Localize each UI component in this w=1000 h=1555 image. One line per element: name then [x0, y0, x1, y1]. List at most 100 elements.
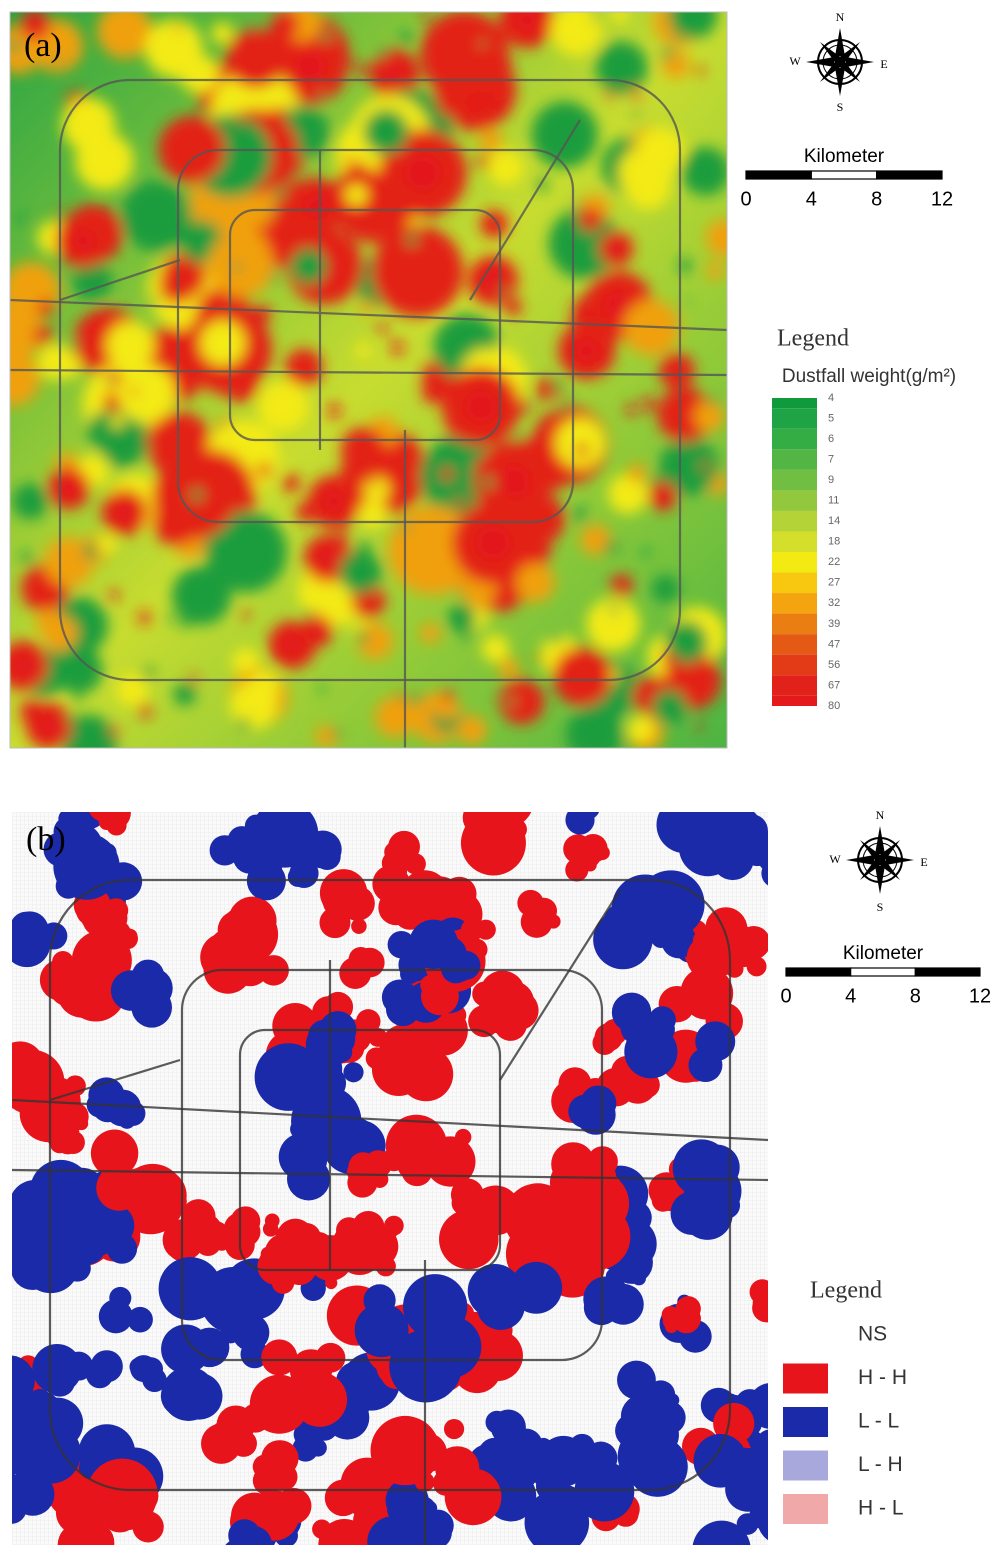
map-dot	[17, 213, 29, 224]
cluster-patch	[615, 1413, 650, 1448]
map-dot	[483, 339, 495, 351]
map-dot	[332, 728, 343, 739]
lisa-cluster-map	[12, 812, 768, 1545]
map-patch	[626, 715, 654, 742]
map-patch	[580, 524, 611, 556]
map-dot	[194, 613, 202, 621]
scale-segment	[850, 967, 916, 977]
map-patch	[434, 695, 459, 720]
map-dot	[678, 258, 693, 273]
legend-label: 9	[828, 474, 834, 486]
map-dot	[518, 486, 529, 496]
cluster-patch	[12, 1474, 30, 1497]
map-patch	[72, 229, 95, 252]
map-patch	[356, 622, 394, 660]
cluster-patch	[686, 934, 733, 981]
cluster-patch	[127, 1306, 153, 1333]
legend-swatch	[772, 613, 817, 635]
map-patch	[656, 490, 669, 502]
compass-e: E	[880, 57, 887, 71]
map-patch	[668, 12, 718, 40]
cluster-patch	[472, 981, 498, 1007]
map-dot	[441, 268, 448, 275]
map-patch	[173, 682, 197, 706]
legend-label: 32	[828, 597, 840, 609]
map-dot	[454, 497, 464, 507]
map-dot	[633, 94, 641, 102]
map-patch	[480, 210, 508, 239]
map-dot	[317, 623, 330, 637]
cluster-patch	[158, 1257, 222, 1321]
legend-swatch	[772, 634, 817, 655]
map-dot	[674, 32, 681, 40]
legend-label: 14	[828, 515, 840, 527]
legend-label: 5	[828, 412, 834, 424]
map-dot	[317, 684, 326, 693]
map-patch	[375, 696, 417, 738]
cluster-patch	[592, 1030, 617, 1055]
scale-segment	[745, 170, 812, 180]
map-dot	[139, 444, 151, 456]
map-dot	[626, 404, 637, 416]
map-patch	[664, 620, 708, 664]
cluster-patch	[404, 877, 433, 906]
map-patch	[290, 248, 327, 285]
map-dot	[108, 371, 122, 386]
map-patch	[405, 155, 441, 191]
cluster-patch	[753, 1286, 768, 1304]
map-dot	[109, 726, 120, 737]
map-dot	[499, 287, 508, 296]
map-patch	[270, 12, 300, 39]
map-dot	[572, 507, 587, 522]
map-patch	[315, 725, 338, 748]
map-patch	[97, 12, 153, 59]
map-dot	[10, 39, 21, 53]
map-dot	[440, 467, 454, 481]
map-patch	[658, 352, 695, 389]
cluster-patch	[685, 813, 722, 850]
legend-label: H - L	[858, 1497, 904, 1520]
map-patch	[497, 596, 507, 606]
cluster-patch	[252, 1466, 282, 1496]
map-dot	[700, 462, 709, 470]
cluster-patch	[152, 1191, 183, 1222]
legend-label: 4	[828, 392, 834, 404]
legend-label: L - L	[858, 1410, 899, 1433]
map-dot	[138, 704, 152, 718]
legend-subtitle: Dustfall weight(g/m²)	[782, 366, 956, 387]
map-patch	[301, 508, 310, 517]
map-dot	[377, 47, 388, 59]
cluster-patch	[319, 907, 351, 939]
map-patch	[604, 292, 633, 320]
scale-segment	[785, 967, 852, 977]
cluster-patch	[75, 1117, 89, 1131]
map-patch	[541, 384, 551, 394]
map-dot	[256, 225, 267, 236]
map-patch	[428, 387, 438, 397]
scale-tick-label: 4	[845, 985, 856, 1007]
cluster-patch	[757, 1499, 768, 1541]
cluster-patch	[467, 1263, 523, 1319]
map-patch	[226, 28, 286, 89]
cluster-patch	[401, 1154, 433, 1187]
map-dot	[422, 13, 431, 22]
cluster-patch	[32, 1343, 82, 1394]
cluster-patch	[365, 1154, 384, 1174]
cluster-patch	[378, 890, 414, 926]
map-patch	[516, 563, 555, 602]
map-patch	[161, 252, 207, 299]
map-patch	[117, 364, 176, 423]
cluster-patch	[419, 1315, 482, 1378]
cluster-patch	[694, 1144, 740, 1191]
legend-swatch	[772, 531, 817, 552]
cluster-patch	[301, 1119, 329, 1147]
map-patch	[54, 645, 103, 694]
map-patch	[555, 417, 606, 469]
cluster-patch	[611, 874, 679, 942]
cluster-patch	[416, 906, 434, 923]
map-dot	[473, 460, 485, 472]
legend-swatch	[783, 1450, 828, 1481]
map-dot	[174, 25, 182, 33]
cluster-patch	[695, 1021, 736, 1062]
